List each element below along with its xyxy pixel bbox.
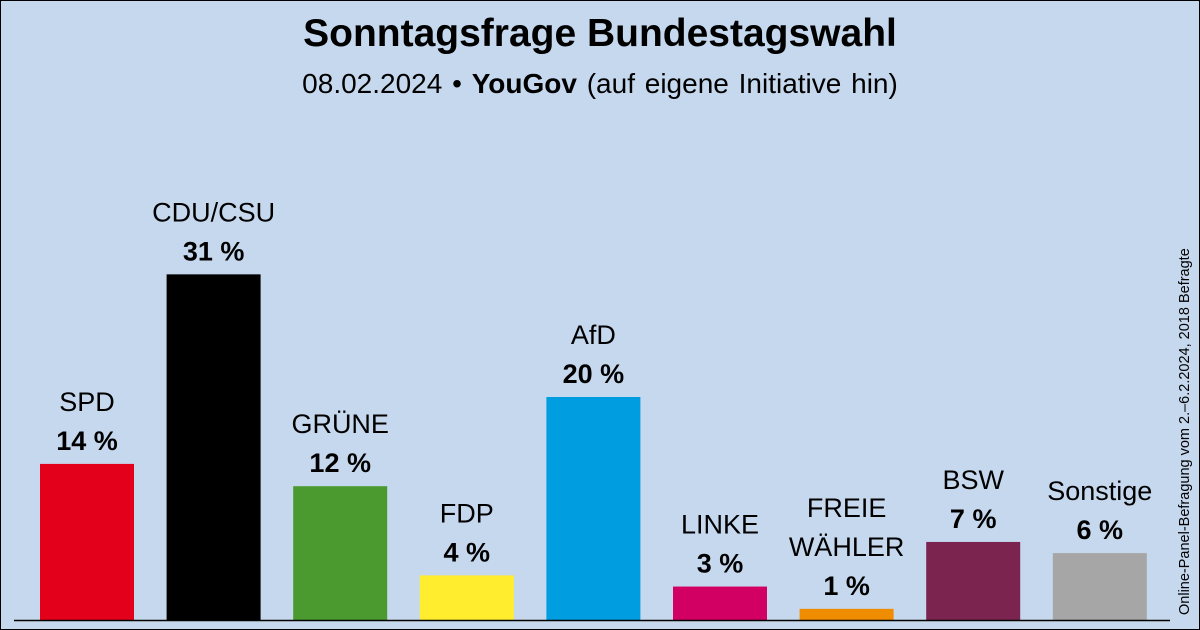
subtitle-note: (auf eigene Initiative hin) xyxy=(586,68,898,99)
bar-sonstige xyxy=(1052,553,1147,620)
bar-cdu-csu xyxy=(166,274,261,620)
bar-freie-wähler xyxy=(799,608,894,620)
separator-bullet: • xyxy=(452,68,462,99)
value-label-linke: 3 % xyxy=(697,549,744,579)
category-label-afd: AfD xyxy=(571,320,616,350)
value-label-afd: 20 % xyxy=(563,359,625,389)
value-label-cdu-csu: 31 % xyxy=(183,236,245,266)
value-label-bsw: 7 % xyxy=(950,504,997,534)
chart-subtitle: 08.02.2024 • YouGov (auf eigene Initiati… xyxy=(0,68,1200,100)
category-label-freie-wähler: FREIE xyxy=(807,493,887,523)
category-label-fdp: FDP xyxy=(440,498,494,528)
bar-bsw xyxy=(926,541,1021,620)
category-label-spd: SPD xyxy=(59,387,115,417)
bar-spd xyxy=(40,463,134,620)
category-label-bsw: BSW xyxy=(942,465,1004,495)
category-label-grüne: GRÜNE xyxy=(291,409,389,439)
category-label-linke: LINKE xyxy=(681,510,759,540)
chart-title: Sonntagsfrage Bundestagswahl xyxy=(303,12,897,55)
bar-fdp xyxy=(419,575,514,620)
category-label-freie-wähler: WÄHLER xyxy=(789,532,905,562)
value-label-grüne: 12 % xyxy=(309,448,371,478)
value-label-sonstige: 6 % xyxy=(1077,515,1124,545)
bar-grüne xyxy=(293,486,388,620)
category-label-cdu-csu: CDU/CSU xyxy=(152,197,275,227)
bar-afd xyxy=(546,397,641,620)
value-label-freie-wähler: 1 % xyxy=(823,571,870,601)
bar-linke xyxy=(673,586,767,620)
institute-name: YouGov xyxy=(471,68,577,99)
value-label-fdp: 4 % xyxy=(444,537,491,567)
category-label-sonstige: Sonstige xyxy=(1047,476,1152,506)
poll-date: 08.02.2024 xyxy=(302,68,443,99)
value-label-spd: 14 % xyxy=(56,426,118,456)
